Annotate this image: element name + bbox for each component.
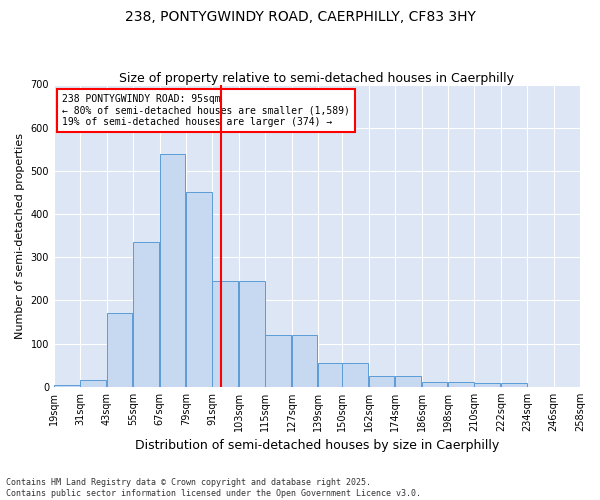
Bar [292,335,317,387]
Bar [54,384,80,387]
Bar [160,154,185,387]
Bar [368,376,394,387]
Text: 238, PONTYGWINDY ROAD, CAERPHILLY, CF83 3HY: 238, PONTYGWINDY ROAD, CAERPHILLY, CF83 … [125,10,475,24]
Bar [501,384,527,387]
Text: Contains HM Land Registry data © Crown copyright and database right 2025.
Contai: Contains HM Land Registry data © Crown c… [6,478,421,498]
Bar [80,380,106,387]
Bar [395,376,421,387]
Bar [107,314,133,387]
X-axis label: Distribution of semi-detached houses by size in Caerphilly: Distribution of semi-detached houses by … [135,440,499,452]
Bar [186,192,212,387]
Bar [133,242,159,387]
Bar [265,335,291,387]
Bar [342,363,368,387]
Bar [239,281,265,387]
Bar [448,382,473,387]
Bar [422,382,447,387]
Title: Size of property relative to semi-detached houses in Caerphilly: Size of property relative to semi-detach… [119,72,514,85]
Bar [475,384,500,387]
Text: 238 PONTYGWINDY ROAD: 95sqm
← 80% of semi-detached houses are smaller (1,589)
19: 238 PONTYGWINDY ROAD: 95sqm ← 80% of sem… [62,94,350,127]
Y-axis label: Number of semi-detached properties: Number of semi-detached properties [15,132,25,338]
Bar [212,281,238,387]
Bar [318,363,344,387]
